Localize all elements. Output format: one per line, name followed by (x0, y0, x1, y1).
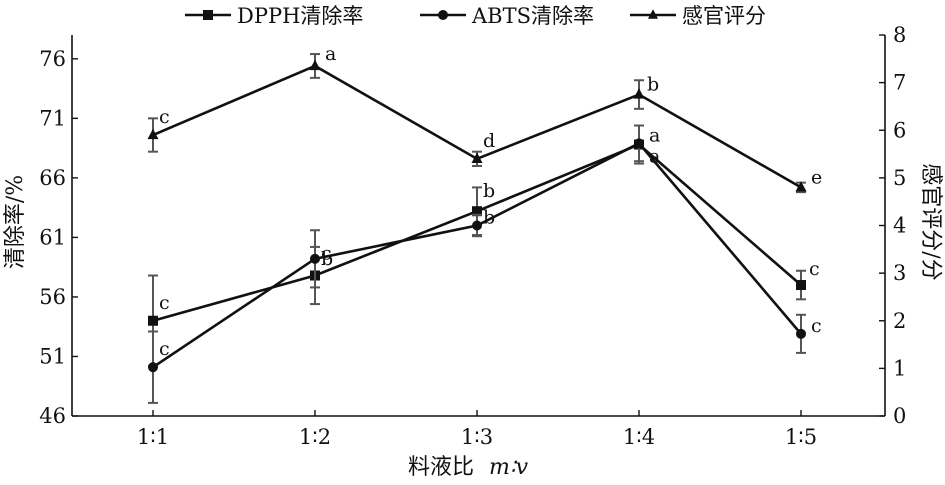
y-left-tick-label: 46 (39, 404, 66, 428)
significance-label-square: c (159, 292, 170, 314)
series-line-circle (153, 143, 801, 367)
y-left-tick-label: 76 (39, 47, 66, 71)
x-axis-title-italic: m∶v (489, 455, 529, 480)
legend: DPPH清除率 ABTS清除率 感官评分 (185, 4, 766, 28)
significance-label-circle: b (321, 248, 333, 270)
point-triangle (634, 88, 645, 98)
significance-label-circle: c (159, 338, 170, 360)
significance-label-circle: a (649, 124, 660, 146)
x-tick-label: 1∶1 (137, 425, 169, 449)
x-axis-title-main: 料液比 (408, 455, 474, 480)
legend-label-circle: ABTS清除率 (471, 4, 594, 28)
legend-marker-circle (438, 10, 448, 20)
y-right-tick-label: 2 (893, 309, 906, 333)
y-right-tick-label: 6 (893, 118, 906, 142)
x-tick-label: 1∶4 (623, 425, 655, 449)
y-right-tick-label: 8 (893, 23, 906, 47)
point-circle (796, 329, 806, 339)
y-left-tick-label: 71 (39, 106, 66, 130)
x-tick-label: 1∶2 (299, 425, 331, 449)
significance-label-triangle: a (325, 43, 336, 65)
series-line-triangle (153, 66, 801, 187)
significance-label-circle: c (811, 315, 822, 337)
y-right-tick-label: 1 (893, 356, 906, 380)
point-triangle (310, 60, 321, 70)
point-circle (634, 138, 644, 148)
point-square (796, 280, 806, 290)
y-axis-left-title: 清除率/% (3, 175, 28, 269)
series-square: c c b a c (148, 125, 820, 366)
y-left-tick-label: 56 (39, 285, 66, 309)
legend-label-triangle: 感官评分 (682, 4, 766, 28)
point-circle (310, 254, 320, 264)
point-circle (472, 221, 482, 231)
y-left-tick-label: 66 (39, 166, 66, 190)
significance-label-triangle: e (811, 166, 822, 188)
y-right-tick-label: 5 (893, 166, 906, 190)
x-axis-title: 料液比 m∶v (408, 455, 529, 480)
x-tick-label: 1∶3 (461, 425, 493, 449)
point-square (148, 316, 158, 326)
y-right-tick-label: 0 (893, 404, 906, 428)
y-right-tick-label: 4 (893, 214, 906, 238)
x-tick-label: 1∶5 (785, 425, 817, 449)
significance-label-triangle: b (647, 74, 659, 96)
significance-label-square: b (483, 180, 495, 202)
y-axis-right-title: 感官评分/分 (918, 163, 943, 280)
y-right-tick-label: 3 (893, 261, 906, 285)
point-circle (148, 362, 158, 372)
legend-label-square: DPPH清除率 (237, 4, 363, 28)
y-left-tick-label: 51 (39, 344, 66, 368)
significance-label-triangle: d (483, 130, 495, 152)
y-left-tick-label: 61 (39, 225, 66, 249)
series-triangle: c a d b e (148, 43, 823, 192)
y-right-tick-label: 7 (893, 71, 906, 95)
significance-label-circle: b (483, 207, 495, 229)
legend-marker-square (203, 10, 213, 20)
significance-label-square: c (809, 258, 820, 280)
significance-label-triangle: c (159, 106, 170, 128)
